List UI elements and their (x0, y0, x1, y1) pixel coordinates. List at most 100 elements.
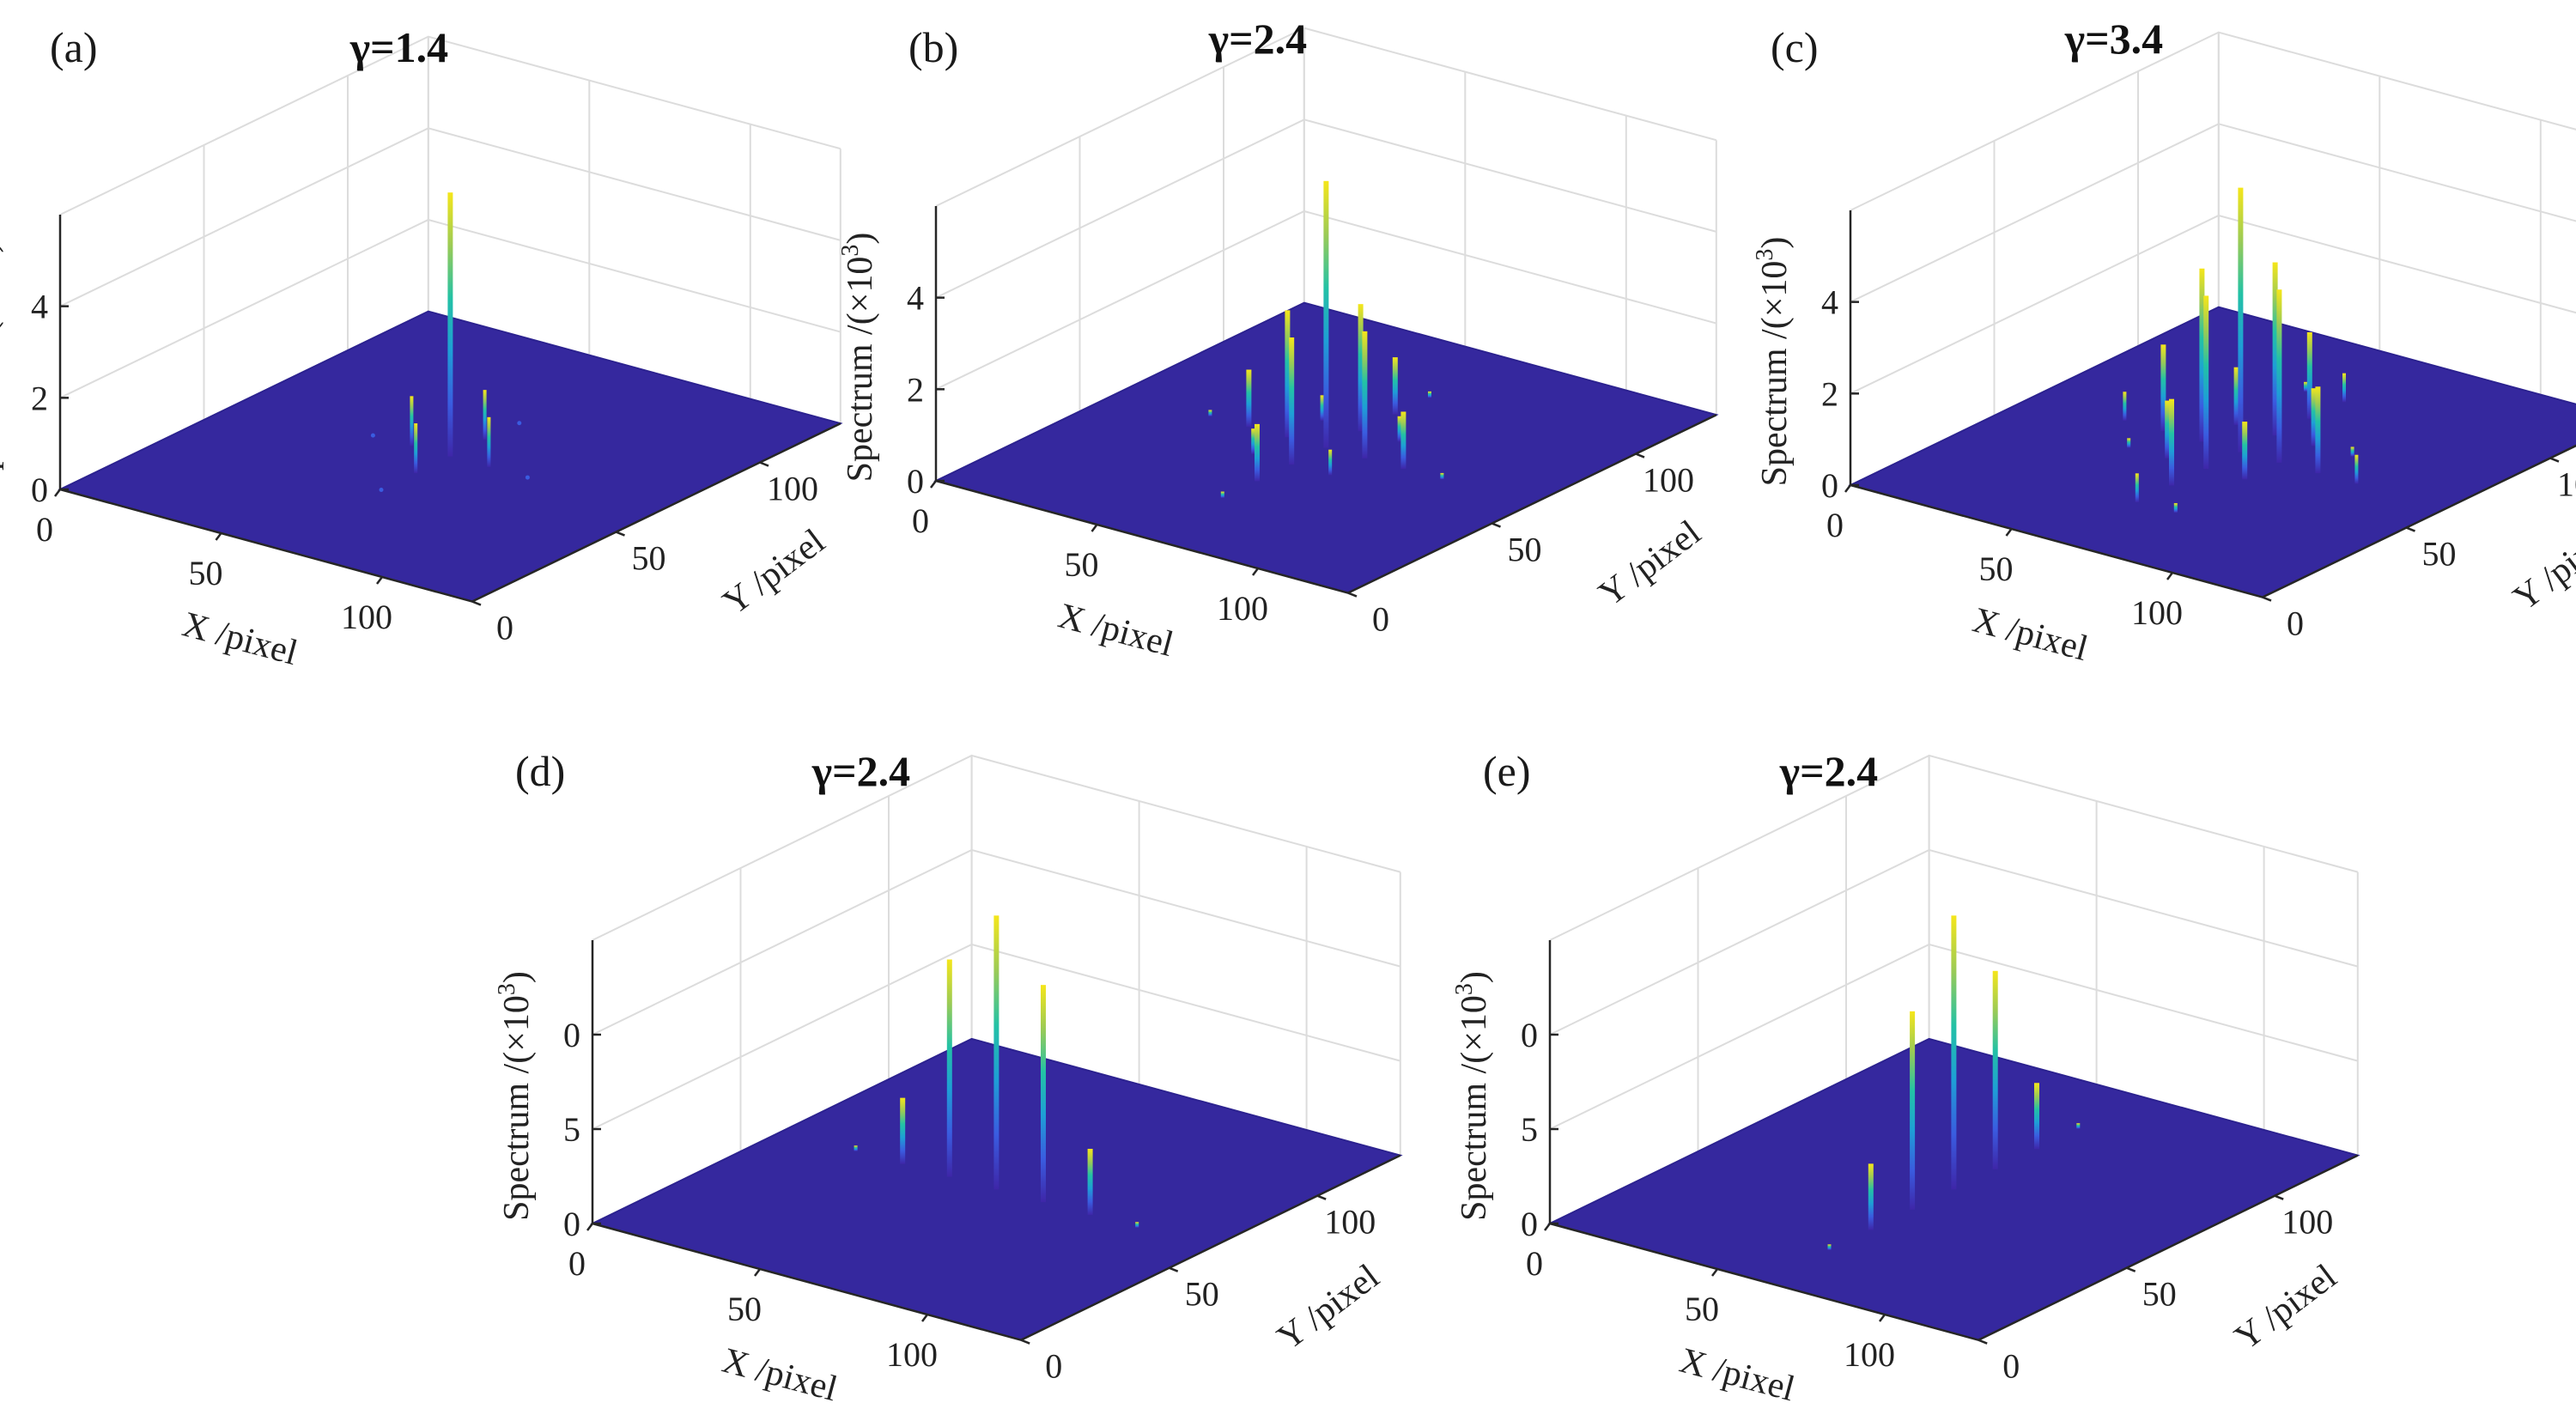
peak-mark (2127, 438, 2131, 448)
panel-b: 0 2 4 0 50 100 0 50 100 X /pixel Y /pixel Spectrum … (837, 15, 1719, 665)
peaks (854, 915, 1139, 1228)
peaks (2123, 187, 2359, 513)
z-tick-label: 0 (563, 1016, 580, 1054)
peak-mark (2272, 262, 2278, 436)
z-axis-label-main: Spectrum /(×10 (497, 995, 537, 1221)
y-tick (1978, 1339, 1988, 1345)
y-tick-label: 0 (2287, 604, 2304, 643)
y-tick-label: 100 (1643, 461, 1694, 500)
axes: 0 2 4 0 50 100 0 50 100 (907, 206, 1717, 639)
y-tick-label: 100 (2281, 1203, 2333, 1242)
z-tick-label: 0 (31, 471, 48, 509)
y-axis-label: Y /pixel (2227, 1257, 2343, 1358)
y-tick-label: 0 (1045, 1347, 1062, 1386)
peak-mark (2135, 473, 2139, 502)
peak-mark (1323, 180, 1329, 448)
x-tick-label: 0 (1526, 1244, 1543, 1283)
y-axis-label: Y /pixel (1592, 513, 1708, 615)
x-tick (215, 532, 222, 541)
peak-mark (2203, 295, 2209, 470)
peak-mark (2354, 454, 2359, 484)
z-tick-label: 0 (1821, 466, 1838, 505)
z-axis-label: Spectrum /(×103) (0, 241, 4, 491)
peak-mark (1992, 970, 1998, 1169)
y-axis-label: Y /pixel (1270, 1257, 1386, 1358)
z-tick-label: 5 (1521, 1110, 1538, 1149)
y-tick-label: 50 (632, 539, 666, 578)
peak-mark (2076, 1123, 2081, 1129)
peak-mark (1041, 985, 1046, 1203)
peak-mark (1087, 1149, 1093, 1215)
x-tick-label: 0 (568, 1244, 586, 1283)
grid-line (1850, 123, 2576, 303)
y-axis (1978, 1154, 2359, 1341)
z-tick-label: 0 (907, 462, 924, 501)
x-tick-label: 50 (189, 554, 223, 592)
z-axis-label-main: Spectrum /(×10 (1755, 261, 1795, 487)
grid-line (1850, 31, 2576, 211)
x-axis (59, 488, 473, 603)
peak-mark (1135, 1222, 1139, 1228)
y-tick (1635, 452, 1645, 458)
peak-mark (1320, 395, 1324, 421)
y-tick (1169, 1266, 1179, 1272)
panel-a: 0 2 4 0 50 100 0 50 100 X /pixel Y /pixel Spectrum … (0, 23, 843, 673)
y-tick-label: 100 (2557, 465, 2576, 504)
y-tick-label: 50 (1508, 531, 1542, 569)
y-tick (2126, 1266, 2136, 1272)
x-tick (54, 489, 61, 497)
peak-mark (1362, 331, 1368, 458)
y-axis-label: Y /pixel (2506, 518, 2576, 619)
x-tick (2166, 572, 2173, 580)
grid-line (59, 35, 841, 216)
peak-mark (2311, 388, 2317, 446)
x-tick-label: 50 (1979, 550, 2014, 588)
z-axis-label: Spectrum /(×103) (1752, 237, 1795, 487)
peak-mark (2242, 422, 2248, 480)
grid-line (1549, 848, 2359, 1035)
x-tick (586, 1223, 593, 1231)
z-axis-label-close: ) (0, 241, 4, 253)
x-tick-label: 50 (1685, 1290, 1719, 1328)
x-tick (921, 1314, 928, 1322)
panel-label: (b) (908, 23, 958, 71)
peak-mark (2173, 502, 2178, 513)
y-axis (471, 422, 841, 603)
panel-c: 0 2 4 0 50 100 0 50 100 X /pixel Y /pixel Spectrum … (1752, 15, 2576, 669)
peaks (1827, 915, 2081, 1250)
peak-mark (1220, 491, 1224, 498)
peak-mark (1428, 391, 1431, 398)
y-tick (2262, 596, 2272, 602)
peak-mark (1255, 423, 1260, 482)
y-axis (1020, 1154, 1401, 1341)
peak-mark (517, 421, 522, 426)
peak-mark (2276, 289, 2282, 463)
x-axis-label: X /pixel (178, 604, 301, 673)
x-axis (935, 479, 1349, 594)
peaks (1208, 180, 1444, 498)
z-axis-label-main: Spectrum /(×10 (1455, 995, 1494, 1221)
peak-mark (2315, 386, 2321, 474)
x-tick (1844, 484, 1851, 493)
grid-line (935, 118, 1717, 299)
x-tick-label: 100 (1844, 1335, 1895, 1374)
x-tick (2005, 528, 2013, 537)
x-axis (592, 1222, 1022, 1341)
peak-mark (1358, 304, 1364, 432)
x-tick-label: 50 (1065, 545, 1099, 584)
peak-mark (1251, 428, 1255, 454)
peak-mark (1285, 310, 1291, 438)
peak-mark (2306, 331, 2312, 419)
peak-mark (993, 915, 999, 1190)
peak-mark (1951, 915, 1957, 1190)
peak-mark (1392, 357, 1398, 415)
y-axis-label: Y /pixel (716, 522, 832, 623)
y-tick-label: 50 (2142, 1275, 2177, 1314)
x-axis (1549, 1222, 1979, 1341)
peak-mark (1440, 472, 1444, 480)
z-axis-label: Spectrum /(×103) (837, 233, 880, 483)
z-axis-label-close: ) (1755, 237, 1795, 249)
